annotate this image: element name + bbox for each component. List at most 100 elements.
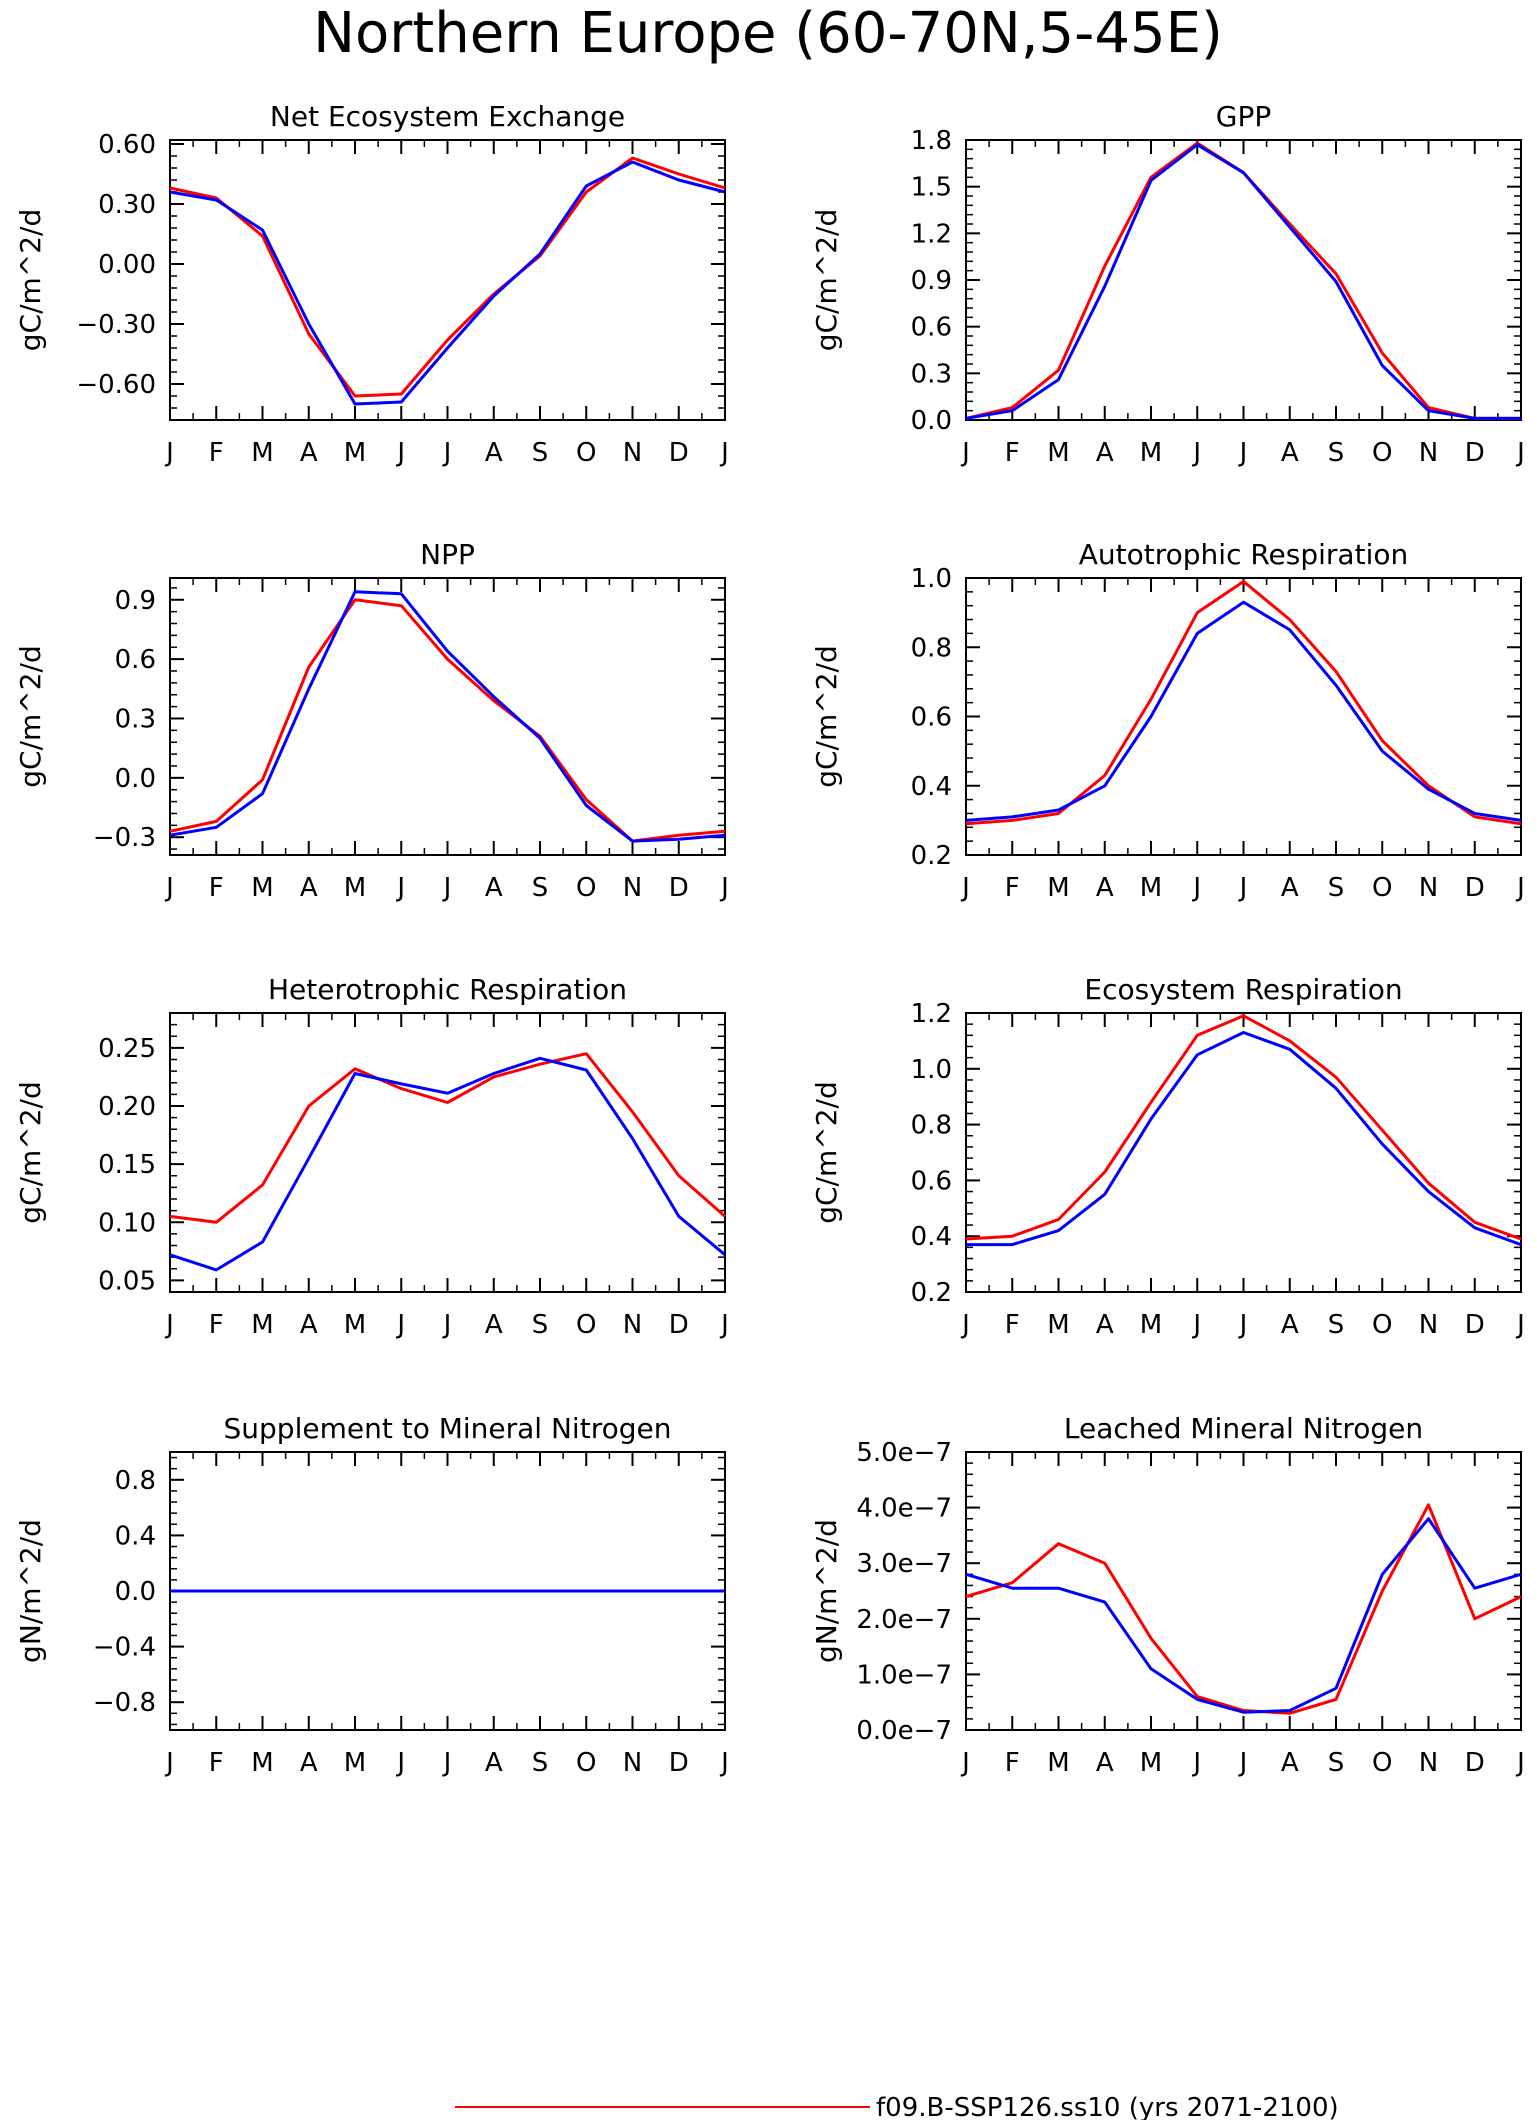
y-tick-label: 0.2	[911, 841, 952, 871]
x-tick-label: D	[1465, 1748, 1485, 1778]
x-tick-label: N	[1419, 873, 1438, 903]
x-tick-label: D	[1465, 438, 1485, 468]
x-tick-label: S	[532, 873, 549, 903]
x-tick-label: O	[576, 1310, 596, 1340]
x-tick-label: J	[1515, 873, 1525, 903]
x-tick-label: O	[1372, 1748, 1392, 1778]
y-tick-label: 3.0e−7	[856, 1549, 952, 1579]
y-tick-label: −0.30	[76, 310, 156, 340]
x-tick-label: S	[532, 1310, 549, 1340]
y-tick-label: 0.8	[115, 1466, 156, 1496]
series-line-blue	[169, 160, 726, 406]
x-tick-label: J	[1238, 1310, 1248, 1340]
x-tick-label: A	[300, 1748, 318, 1778]
x-tick-label: D	[669, 1748, 689, 1778]
chart-title: GPP	[1216, 100, 1271, 133]
chart-title: Heterotrophic Respiration	[268, 973, 627, 1006]
x-tick-label: O	[1372, 873, 1392, 903]
y-tick-label: 4.0e−7	[856, 1494, 952, 1524]
x-tick-label: S	[1328, 1748, 1345, 1778]
x-tick-label: J	[395, 1310, 405, 1340]
x-tick-label: J	[1191, 873, 1201, 903]
x-tick-label: A	[485, 1310, 503, 1340]
y-axis-label: gC/m^2/d	[14, 1081, 47, 1224]
x-tick-label: A	[485, 438, 503, 468]
series-line-red	[965, 580, 1522, 826]
y-axis-label: gC/m^2/d	[810, 209, 843, 352]
y-tick-label: 5.0e−7	[856, 1438, 952, 1468]
series-line-blue	[965, 143, 1521, 420]
plot-frame	[169, 577, 726, 856]
y-axis-label: gC/m^2/d	[810, 1081, 843, 1224]
x-tick-label: J	[1515, 438, 1525, 468]
y-tick-label: 0.10	[98, 1208, 156, 1238]
x-tick-label: A	[1096, 1310, 1114, 1340]
x-tick-label: J	[719, 438, 729, 468]
x-tick-label: M	[1047, 438, 1069, 468]
x-tick-label: F	[209, 438, 224, 468]
x-tick-label: J	[1238, 1748, 1248, 1778]
chart-panel-4: J F M A M J J A S O N D J0.20.40.60.81.0Autotrophic …	[810, 538, 1525, 903]
chart-panel-7: J F M A M J J A S O N D J−0.8−0.40.00.40.8Supplement…	[14, 1412, 729, 1778]
x-tick-label: M	[1140, 1310, 1162, 1340]
x-tick-label: J	[719, 1748, 729, 1778]
x-tick-label: J	[442, 873, 452, 903]
x-tick-label: M	[251, 438, 273, 468]
y-tick-label: 0.0	[911, 406, 952, 436]
x-tick-label: A	[1281, 1748, 1299, 1778]
x-tick-label: F	[209, 873, 224, 903]
y-tick-label: 0.6	[911, 1166, 952, 1196]
x-tick-label: M	[251, 873, 273, 903]
chart-title: Ecosystem Respiration	[1084, 973, 1402, 1006]
x-tick-label: J	[442, 1748, 452, 1778]
x-tick-label: S	[532, 1748, 549, 1778]
plot-frame	[965, 1451, 1522, 1731]
x-tick-label: A	[1096, 438, 1114, 468]
x-tick-label: J	[960, 873, 970, 903]
x-tick-label: M	[1140, 438, 1162, 468]
x-tick-label: O	[1372, 1310, 1392, 1340]
x-tick-label: J	[164, 438, 174, 468]
x-tick-label: N	[623, 1748, 642, 1778]
x-tick-label: S	[1328, 1310, 1345, 1340]
y-tick-label: 0.2	[911, 1278, 952, 1308]
y-tick-label: 0.9	[115, 586, 156, 616]
x-tick-label: J	[1191, 1310, 1201, 1340]
y-tick-label: 0.9	[911, 266, 952, 296]
chart-panel-6: J F M A M J J A S O N D J0.20.40.60.81.01.2Ecosystem…	[810, 973, 1525, 1340]
y-tick-label: 0.6	[911, 313, 952, 343]
series-line-red	[169, 598, 726, 843]
x-tick-label: M	[344, 1748, 366, 1778]
chart-title: Supplement to Mineral Nitrogen	[224, 1412, 672, 1445]
x-tick-label: M	[344, 873, 366, 903]
chart-title: Net Ecosystem Exchange	[270, 100, 625, 133]
y-tick-label: 1.2	[911, 999, 952, 1029]
x-tick-label: M	[1140, 1748, 1162, 1778]
chart-title: Leached Mineral Nitrogen	[1064, 1412, 1423, 1445]
y-axis-label: gC/m^2/d	[14, 209, 47, 352]
x-tick-label: F	[1005, 873, 1020, 903]
x-tick-label: N	[1419, 1310, 1438, 1340]
chart-panel-8: J F M A M J J A S O N D J0.0e−71.0e−72.0e−73.0e−74.0…	[810, 1412, 1525, 1778]
x-tick-label: S	[532, 438, 549, 468]
y-tick-label: 1.0e−7	[856, 1660, 952, 1690]
series-line-blue	[966, 1031, 1522, 1247]
page-title: Northern Europe (60-70N,5-45E)	[313, 1, 1223, 66]
y-tick-label: −0.8	[93, 1688, 156, 1718]
x-tick-label: F	[209, 1748, 224, 1778]
y-tick-label: 0.60	[98, 130, 156, 160]
y-axis-label: gC/m^2/d	[810, 645, 843, 788]
x-tick-label: J	[164, 1748, 174, 1778]
y-tick-label: 0.6	[911, 703, 952, 733]
y-tick-label: −0.3	[93, 823, 156, 853]
x-tick-label: A	[485, 1748, 503, 1778]
x-tick-label: J	[719, 1310, 729, 1340]
y-tick-label: 1.0	[911, 564, 952, 594]
legend-label: f09.B-SSP126.ss10 (yrs 2071-2100)	[876, 2093, 1339, 2120]
x-tick-label: J	[719, 873, 729, 903]
x-tick-label: N	[1419, 1748, 1438, 1778]
y-tick-label: 0.0e−7	[856, 1716, 952, 1746]
